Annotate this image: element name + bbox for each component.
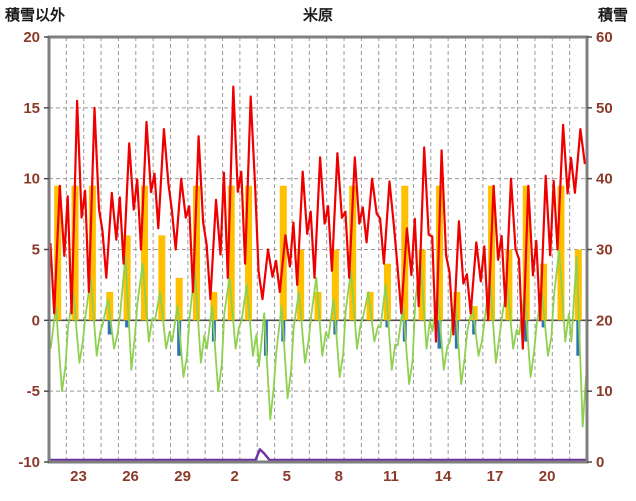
svg-text:10: 10 bbox=[596, 383, 613, 400]
svg-text:20: 20 bbox=[23, 29, 40, 46]
svg-text:11: 11 bbox=[383, 468, 399, 485]
svg-text:0: 0 bbox=[32, 312, 40, 329]
right-axis-title: 積雪 bbox=[597, 7, 628, 24]
svg-text:0: 0 bbox=[596, 454, 604, 471]
svg-text:26: 26 bbox=[122, 468, 139, 485]
chart-title: 米原 bbox=[302, 7, 333, 24]
svg-text:40: 40 bbox=[596, 171, 613, 188]
svg-text:15: 15 bbox=[23, 100, 40, 117]
svg-text:5: 5 bbox=[283, 468, 291, 485]
svg-text:10: 10 bbox=[23, 171, 40, 188]
svg-text:23: 23 bbox=[70, 468, 87, 485]
svg-text:29: 29 bbox=[174, 468, 191, 485]
left-axis-title: 積雪以外 bbox=[5, 7, 66, 24]
svg-text:-5: -5 bbox=[27, 383, 40, 400]
svg-text:30: 30 bbox=[596, 242, 613, 259]
svg-text:8: 8 bbox=[335, 468, 343, 485]
svg-text:20: 20 bbox=[539, 468, 556, 485]
svg-text:17: 17 bbox=[487, 468, 504, 485]
svg-text:5: 5 bbox=[32, 242, 40, 259]
svg-text:20: 20 bbox=[596, 312, 613, 329]
svg-text:60: 60 bbox=[596, 29, 613, 46]
svg-text:50: 50 bbox=[596, 100, 613, 117]
svg-text:14: 14 bbox=[435, 468, 452, 485]
svg-text:-10: -10 bbox=[18, 454, 40, 471]
svg-text:2: 2 bbox=[231, 468, 239, 485]
